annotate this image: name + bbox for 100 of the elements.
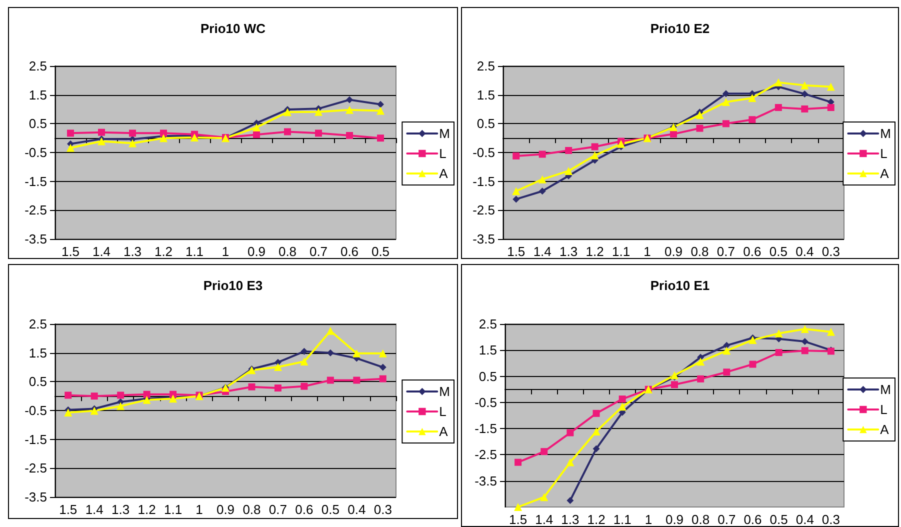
point: [565, 146, 572, 154]
chart-title: Prio10 E3: [203, 278, 263, 293]
y-tick-label: -1.5: [474, 421, 497, 436]
point: [592, 445, 600, 452]
x-tick-label: 1: [196, 502, 203, 517]
point: [346, 96, 353, 104]
point: [326, 349, 334, 356]
point: [90, 406, 98, 415]
y-tick-label: -1.5: [24, 174, 47, 189]
x-tick-label: 0.7: [718, 512, 736, 527]
x-tick-label: 0.6: [340, 244, 359, 259]
point: [66, 144, 74, 152]
x-tick-label: 0.9: [664, 244, 683, 259]
x-tick-label: 1.3: [560, 244, 578, 259]
point: [723, 368, 730, 376]
x-tick-label: 1: [222, 244, 230, 259]
point: [618, 402, 626, 411]
y-tick-label: -2.5: [24, 460, 47, 476]
legend-label: L: [439, 146, 446, 161]
point: [346, 106, 354, 114]
point: [696, 124, 704, 132]
legend-label: A: [880, 422, 890, 437]
point: [284, 108, 292, 116]
x-tick-label: 1.3: [123, 244, 142, 259]
x-tick-label: 1.2: [154, 244, 173, 259]
point: [748, 116, 756, 124]
y-tick-label: 1.5: [478, 342, 497, 358]
point: [248, 383, 256, 390]
x-tick-label: 0.3: [374, 502, 392, 517]
y-tick-label: -3.5: [24, 232, 47, 246]
point: [618, 396, 626, 403]
point: [300, 357, 308, 366]
point: [377, 100, 384, 108]
x-tick-label: 1.5: [509, 512, 528, 527]
x-tick-label: 1.1: [613, 512, 632, 527]
point: [774, 329, 783, 338]
x-tick-label: 0.9: [247, 244, 266, 259]
point: [314, 108, 322, 116]
chart-title: Prio10 WC: [200, 21, 266, 36]
chart-title: Prio10 E2: [650, 21, 710, 36]
point: [90, 392, 98, 400]
x-tick-label: 0.8: [692, 512, 710, 527]
x-tick-label: 0.6: [743, 244, 762, 259]
point: [566, 496, 574, 504]
x-tick-label: 1.1: [185, 244, 204, 259]
y-tick-label: 1.5: [476, 87, 495, 102]
point: [800, 81, 809, 90]
point: [64, 408, 72, 417]
point: [671, 381, 678, 388]
x-tick-label: 1.4: [533, 244, 552, 259]
x-tick-label: 1.2: [586, 244, 604, 259]
point: [827, 104, 834, 112]
y-tick-label: -3.5: [24, 490, 47, 504]
point: [379, 375, 386, 382]
point: [801, 90, 808, 98]
point: [566, 458, 574, 466]
point: [748, 94, 756, 102]
point: [826, 328, 835, 336]
legend-label: A: [439, 166, 448, 181]
legend-label: M: [880, 126, 892, 141]
point: [512, 187, 520, 196]
point: [274, 362, 282, 371]
point: [346, 132, 353, 139]
point: [590, 151, 599, 160]
x-tick-label: 0.3: [822, 244, 840, 259]
point: [253, 131, 260, 138]
x-tick-label: 0.8: [242, 502, 261, 517]
y-tick-label: -0.5: [472, 145, 495, 160]
point: [696, 111, 704, 120]
y-tick-label: -3.5: [472, 232, 495, 246]
point: [274, 384, 282, 392]
point: [377, 134, 384, 142]
point: [722, 346, 731, 355]
point: [670, 130, 677, 138]
point: [696, 358, 705, 366]
x-tick-label: 0.8: [690, 244, 709, 259]
point: [129, 130, 136, 137]
point: [670, 371, 678, 380]
point: [617, 140, 626, 148]
y-tick-label: 2.5: [478, 316, 497, 332]
y-tick-label: -1.5: [24, 432, 47, 447]
point: [512, 196, 520, 203]
y-tick-label: 1.5: [28, 345, 47, 360]
point: [775, 348, 782, 356]
point: [98, 137, 106, 146]
chart-title: Prio10 E1: [650, 278, 710, 293]
y-tick-label: -3.5: [474, 473, 497, 488]
point: [538, 188, 546, 195]
point: [566, 429, 574, 436]
point: [514, 458, 522, 466]
y-tick-label: -2.5: [474, 447, 497, 462]
point: [315, 130, 322, 137]
x-tick-label: 1.4: [535, 512, 554, 527]
point: [774, 78, 782, 86]
point: [540, 448, 548, 456]
point: [514, 503, 522, 511]
y-tick-label: -1.5: [472, 174, 495, 189]
x-tick-label: 0.5: [769, 244, 788, 259]
x-tick-label: 0.7: [309, 244, 328, 259]
point: [749, 360, 756, 368]
